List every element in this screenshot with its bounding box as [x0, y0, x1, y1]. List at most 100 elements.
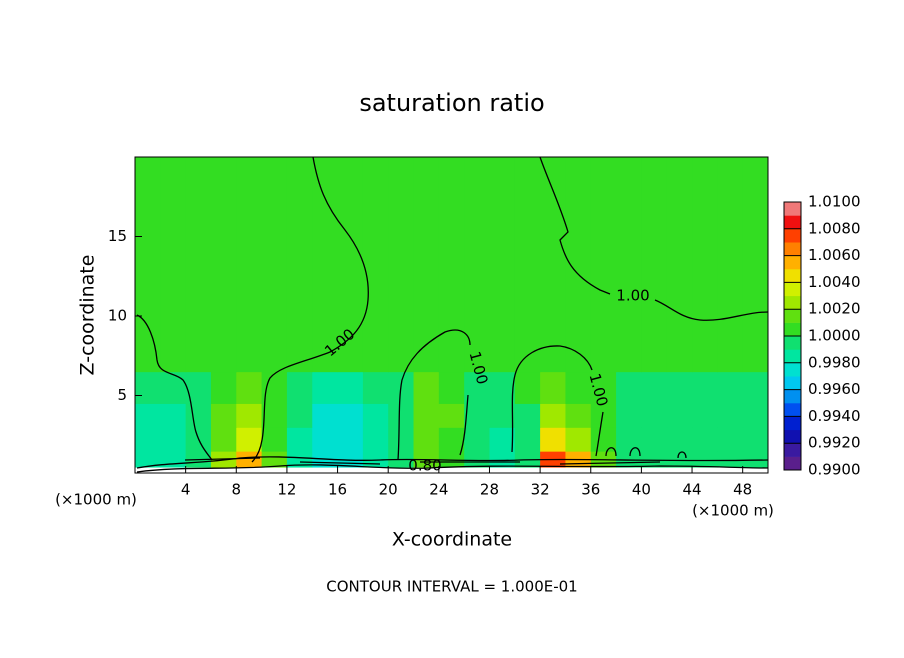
field-cell: [590, 157, 617, 317]
field-cell: [135, 427, 161, 452]
field-cell: [565, 403, 592, 428]
field-cell: [438, 371, 465, 404]
field-cell: [160, 371, 187, 404]
field-cell: [742, 157, 769, 317]
field-cell: [514, 157, 541, 317]
field-cell: [286, 316, 313, 373]
field-cell: [616, 157, 642, 317]
x-tick-label: 16: [328, 481, 347, 499]
field-cell: [286, 451, 313, 468]
colorbar-swatch: [784, 429, 801, 444]
field-cell: [641, 316, 668, 373]
colorbar-tick-label: 0.9940: [808, 407, 861, 425]
field-cell: [489, 403, 516, 428]
field-cell: [666, 427, 693, 452]
field-cell: [464, 427, 490, 452]
colorbar-tick-label: 0.9980: [808, 353, 861, 371]
field-cell: [464, 371, 490, 404]
colorbar-tick-label: 1.0060: [808, 246, 861, 264]
field-cell: [438, 427, 465, 452]
field-cell: [489, 316, 516, 373]
field-cell: [413, 403, 440, 428]
field-cell: [590, 316, 617, 373]
x-tick-label: 12: [277, 481, 296, 499]
x-tick-label: 44: [682, 481, 701, 499]
field-cell: [261, 157, 288, 317]
colorbar-swatch: [784, 269, 801, 283]
colorbar-tick-label: 1.0020: [808, 300, 861, 318]
y-tick-label: 10: [108, 307, 127, 325]
field-cell: [413, 157, 440, 317]
field-cell: [261, 427, 288, 452]
field-cell: [717, 157, 744, 317]
field-cell: [692, 451, 718, 468]
field-cell: [185, 403, 212, 428]
x-tick-label: 32: [531, 481, 550, 499]
colorbar-swatch: [784, 416, 801, 431]
field-cell: [565, 427, 592, 452]
contour-label: 1.00: [616, 287, 649, 305]
colorbar-tick-label: 1.0000: [808, 327, 861, 345]
field-cell: [692, 427, 718, 452]
contours: [136, 156, 769, 473]
field-cell: [286, 427, 313, 452]
field-cell: [286, 371, 313, 404]
colorbar-swatch: [784, 309, 801, 323]
field-cell: [135, 371, 161, 404]
field-cell: [362, 427, 389, 452]
x-tick-label: 48: [733, 481, 752, 499]
field-cell: [160, 427, 187, 452]
field-cell: [362, 403, 389, 428]
contour-line: [605, 447, 687, 459]
field-cell: [236, 157, 263, 317]
field-cell: [742, 316, 769, 373]
field-cell: [135, 451, 161, 468]
field-cell: [210, 157, 237, 317]
field-cell: [286, 157, 313, 317]
field-cell: [312, 427, 339, 452]
field-cell: [742, 427, 769, 452]
x-tick-label: 4: [181, 481, 191, 499]
field-cell: [312, 316, 339, 373]
field-cell: [717, 427, 744, 452]
field-cell: [717, 371, 744, 404]
colorbar-swatch: [784, 322, 801, 337]
contour-line: [136, 314, 213, 461]
field-cell: [438, 157, 465, 317]
field-cell: [742, 371, 769, 404]
field-cell: [261, 316, 288, 373]
field-cell: [464, 316, 490, 373]
field-cell: [717, 451, 744, 468]
colorbar-swatch: [784, 362, 801, 377]
colorbar-tick-label: 0.9900: [808, 461, 861, 479]
field-cell: [160, 316, 187, 373]
y-tick-label: 5: [117, 386, 127, 404]
field-cell: [438, 451, 465, 468]
field-cell: [413, 427, 440, 452]
colorbar-tick-label: 1.0100: [808, 193, 861, 211]
colorbar-tick-label: 1.0080: [808, 219, 861, 237]
field-cell: [641, 427, 668, 452]
field-cell: [565, 157, 592, 317]
colorbar-swatch: [784, 202, 801, 216]
x-unit: (×1000 m): [692, 502, 774, 520]
colorbar-swatch: [784, 376, 801, 390]
field-cell: [362, 157, 389, 317]
field-cell: [160, 157, 187, 317]
field-cell: [641, 371, 668, 404]
x-tick-label: 36: [581, 481, 600, 499]
field-cell: [514, 403, 541, 428]
field-cell: [692, 157, 718, 317]
field-cell: [210, 316, 237, 373]
field-cell: [616, 427, 642, 452]
field-cell: [666, 371, 693, 404]
field-cell: [489, 427, 516, 452]
field-cell: [666, 157, 693, 317]
field-cell: [210, 403, 237, 428]
field-cell: [489, 451, 516, 468]
colorbar-swatch: [784, 403, 801, 417]
contour-line: [511, 345, 604, 457]
field-cell: [464, 451, 490, 468]
field-cell: [185, 316, 212, 373]
x-tick-label: 40: [632, 481, 651, 499]
